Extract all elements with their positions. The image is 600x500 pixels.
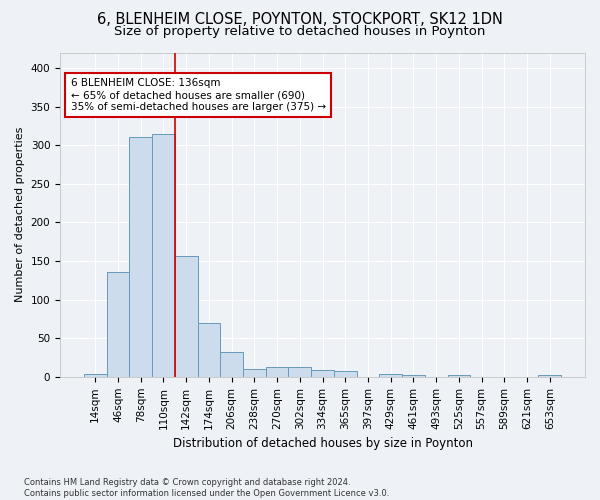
Bar <box>402 376 425 377</box>
Bar <box>311 370 334 377</box>
Bar <box>175 256 197 377</box>
Bar <box>243 369 266 377</box>
Bar <box>130 136 152 377</box>
Bar <box>379 374 402 377</box>
Bar <box>84 374 107 377</box>
Text: 6, BLENHEIM CLOSE, POYNTON, STOCKPORT, SK12 1DN: 6, BLENHEIM CLOSE, POYNTON, STOCKPORT, S… <box>97 12 503 28</box>
X-axis label: Distribution of detached houses by size in Poynton: Distribution of detached houses by size … <box>173 437 473 450</box>
Bar <box>152 134 175 377</box>
Bar <box>289 367 311 377</box>
Bar <box>197 323 220 377</box>
Bar <box>334 372 356 377</box>
Bar <box>538 376 561 377</box>
Bar <box>220 352 243 377</box>
Text: Contains HM Land Registry data © Crown copyright and database right 2024.
Contai: Contains HM Land Registry data © Crown c… <box>24 478 389 498</box>
Text: Size of property relative to detached houses in Poynton: Size of property relative to detached ho… <box>115 25 485 38</box>
Bar <box>448 376 470 377</box>
Bar <box>107 272 130 377</box>
Y-axis label: Number of detached properties: Number of detached properties <box>15 127 25 302</box>
Bar <box>266 367 289 377</box>
Text: 6 BLENHEIM CLOSE: 136sqm
← 65% of detached houses are smaller (690)
35% of semi-: 6 BLENHEIM CLOSE: 136sqm ← 65% of detach… <box>71 78 326 112</box>
